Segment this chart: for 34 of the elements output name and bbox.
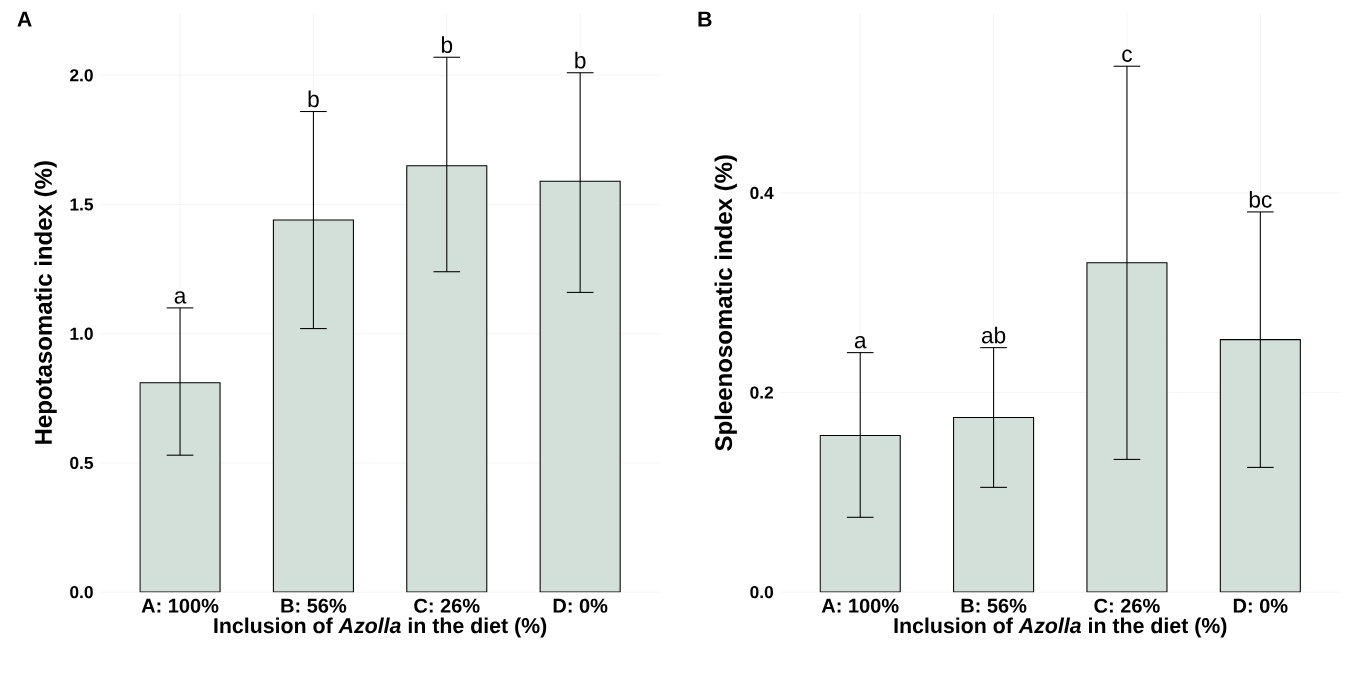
y-tick-label: 0.5	[70, 456, 94, 470]
x-tick-label: B: 56%	[961, 598, 1027, 613]
bar	[819, 435, 901, 593]
y-tick-label: 0.2	[750, 386, 774, 399]
x-tick-label: B: 56%	[281, 598, 347, 613]
y-axis-title: Spleenosomatic index (%)	[714, 155, 737, 451]
annotation: c	[1122, 49, 1133, 63]
chart-title: A	[17, 11, 32, 27]
annotation: b	[441, 36, 453, 54]
chart-title: B	[698, 11, 712, 27]
x-tick-label: D: 0%	[1233, 598, 1288, 613]
annotation: ab	[981, 326, 1006, 344]
y-tick-label: 0.0	[750, 586, 773, 599]
y-axis-title: Hepotasomatic index (%)	[34, 161, 57, 444]
annotation: a	[854, 336, 867, 349]
bar	[1219, 339, 1301, 593]
annotation: b	[575, 51, 586, 69]
x-tick-label: C: 26%	[414, 598, 480, 613]
y-tick-label: 1.5	[70, 198, 94, 211]
bar	[1086, 262, 1168, 593]
y-tick-label: 1.0	[70, 327, 93, 340]
y-tick-label: 0.0	[70, 586, 93, 599]
x-tick-label: C: 26%	[1094, 598, 1160, 613]
x-axis-title: Inclusion of Azolla in the diet (%)	[894, 617, 1227, 638]
y-tick-label: 0.4	[750, 186, 774, 200]
annotation: a	[174, 291, 187, 304]
bar	[953, 417, 1035, 593]
x-tick-label: A: 100%	[141, 598, 219, 613]
annotation: bc	[1249, 191, 1272, 208]
x-axis-title: Inclusion of Azolla in the diet (%)	[214, 617, 547, 638]
annotation: b	[308, 90, 319, 108]
x-tick-label: D: 0%	[553, 598, 608, 613]
x-tick-label: A: 100%	[821, 598, 899, 613]
y-tick-label: 2.0	[70, 69, 93, 82]
